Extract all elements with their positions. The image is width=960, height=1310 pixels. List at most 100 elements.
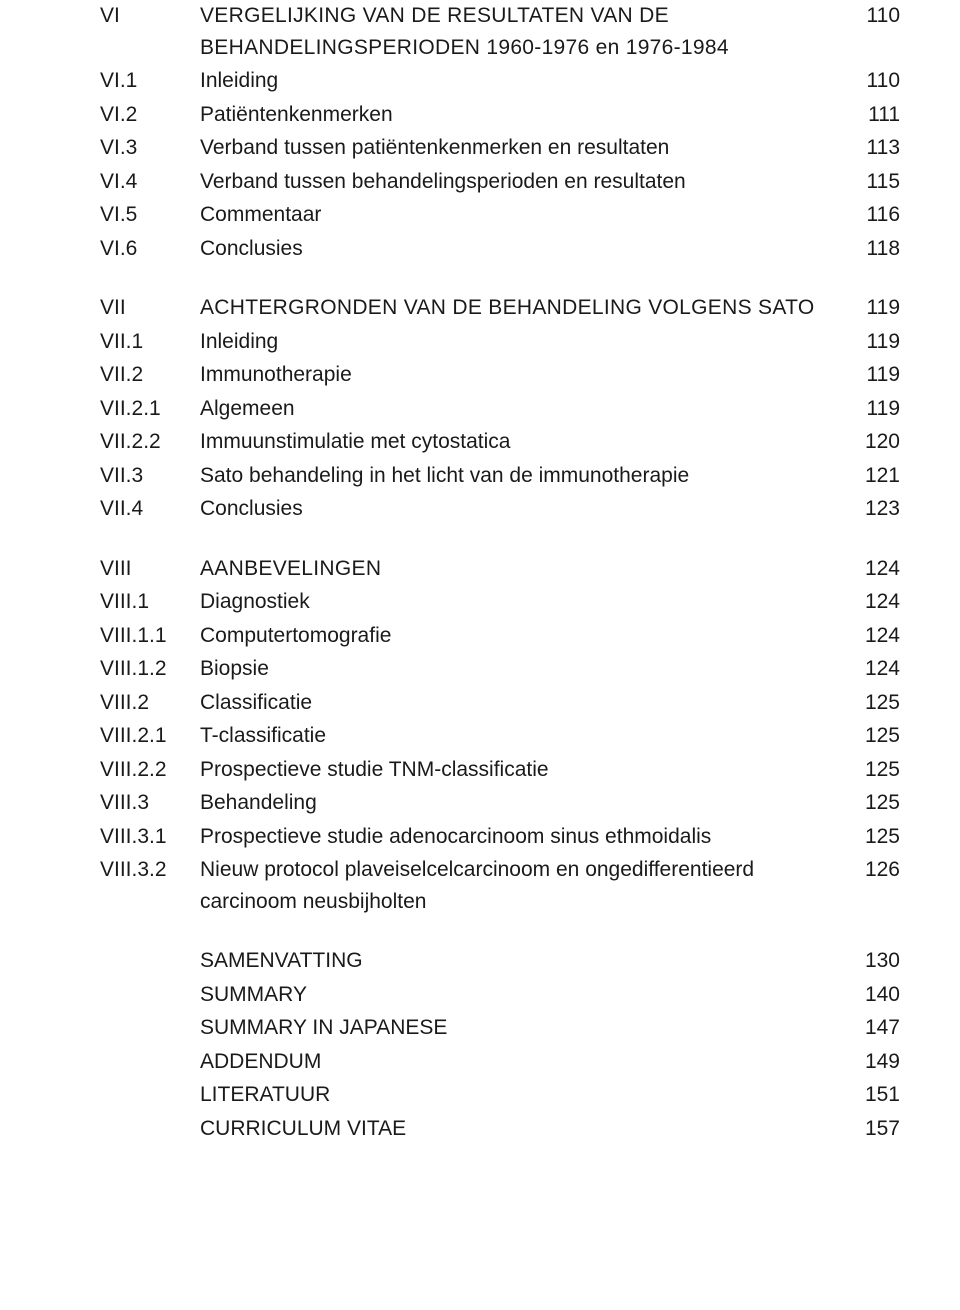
toc-row: SUMMARY140 [100,979,900,1011]
toc-number: VIII.3 [100,787,200,819]
toc-title: Commentaar [200,199,840,231]
toc-page: 140 [840,979,900,1011]
toc-page: 151 [840,1079,900,1111]
toc-row: VI.1Inleiding110 [100,65,900,97]
toc-row: VI.6Conclusies118 [100,233,900,265]
toc-title: Conclusies [200,233,840,265]
toc-page: 119 [840,292,900,324]
toc-page: 116 [840,199,900,231]
toc-title: Verband tussen behandelingsperioden en r… [200,166,840,198]
toc-page: 125 [840,687,900,719]
toc-row: VIII.2.1T-classificatie125 [100,720,900,752]
table-of-contents: VIVERGELIJKING VAN DE RESULTATEN VAN DE … [100,0,900,1146]
toc-title: Nieuw protocol plaveiselcelcarcinoom en … [200,854,840,917]
toc-title: SUMMARY IN JAPANESE [200,1012,840,1044]
toc-title: ACHTERGRONDEN VAN DE BEHANDELING VOLGENS… [200,292,840,324]
toc-page: 121 [840,460,900,492]
toc-row: VII.4Conclusies123 [100,493,900,525]
toc-number: VI.3 [100,132,200,164]
section-gap [100,919,900,945]
toc-row: VII.2.2Immuunstimulatie met cytostatica1… [100,426,900,458]
toc-title: Inleiding [200,326,840,358]
toc-row: VII.2Immunotherapie119 [100,359,900,391]
toc-row: VII.2.1Algemeen119 [100,393,900,425]
toc-row: CURRICULUM VITAE157 [100,1113,900,1145]
toc-page: 110 [840,65,900,97]
toc-page: 119 [840,326,900,358]
toc-number: VII.2.2 [100,426,200,458]
toc-title: Biopsie [200,653,840,685]
toc-row: VI.4Verband tussen behandelingsperioden … [100,166,900,198]
toc-page: 125 [840,787,900,819]
toc-row: VIIACHTERGRONDEN VAN DE BEHANDELING VOLG… [100,292,900,324]
toc-row: VII.1Inleiding119 [100,326,900,358]
toc-page: 147 [840,1012,900,1044]
toc-row: VIII.1.2Biopsie124 [100,653,900,685]
toc-row: VIII.2Classificatie125 [100,687,900,719]
toc-title: Prospectieve studie TNM-classificatie [200,754,840,786]
toc-row: LITERATUUR151 [100,1079,900,1111]
toc-page: 157 [840,1113,900,1145]
toc-number: VI.2 [100,99,200,131]
toc-title: Sato behandeling in het licht van de imm… [200,460,840,492]
toc-row: VIIIAANBEVELINGEN124 [100,553,900,585]
toc-title: VERGELIJKING VAN DE RESULTATEN VAN DE BE… [200,0,840,63]
toc-number: VIII.3.1 [100,821,200,853]
toc-row: VIII.3.2Nieuw protocol plaveiselcelcarci… [100,854,900,917]
toc-number: VIII.1.2 [100,653,200,685]
section-gap [100,266,900,292]
toc-row: VI.3Verband tussen patiëntenkenmerken en… [100,132,900,164]
toc-title: Immunotherapie [200,359,840,391]
toc-row: ADDENDUM149 [100,1046,900,1078]
toc-page: 113 [840,132,900,164]
toc-page: 124 [840,653,900,685]
toc-page: 118 [840,233,900,265]
toc-number: VI [100,0,200,32]
toc-title: CURRICULUM VITAE [200,1113,840,1145]
toc-row: VII.3Sato behandeling in het licht van d… [100,460,900,492]
toc-page: 125 [840,821,900,853]
toc-title: T-classificatie [200,720,840,752]
toc-page: 126 [840,854,900,886]
toc-number: VII.1 [100,326,200,358]
toc-row: VIII.2.2Prospectieve studie TNM-classifi… [100,754,900,786]
toc-title: Classificatie [200,687,840,719]
toc-page: 110 [840,0,900,32]
toc-title: SUMMARY [200,979,840,1011]
section-gap [100,527,900,553]
toc-page: 124 [840,553,900,585]
toc-title: ADDENDUM [200,1046,840,1078]
toc-row: VIII.3Behandeling125 [100,787,900,819]
toc-page: 124 [840,586,900,618]
toc-title: Prospectieve studie adenocarcinoom sinus… [200,821,840,853]
toc-number: VII [100,292,200,324]
toc-row: VI.2Patiëntenkenmerken111 [100,99,900,131]
toc-row: VI.5Commentaar116 [100,199,900,231]
toc-title: AANBEVELINGEN [200,553,840,585]
toc-number: VII.2 [100,359,200,391]
toc-number: VI.4 [100,166,200,198]
toc-number: VII.2.1 [100,393,200,425]
toc-title: Immuunstimulatie met cytostatica [200,426,840,458]
toc-page: 119 [840,359,900,391]
toc-page: 125 [840,720,900,752]
toc-page: 115 [840,166,900,198]
toc-title: Diagnostiek [200,586,840,618]
toc-title: Algemeen [200,393,840,425]
toc-row: VIII.1.1Computertomografie124 [100,620,900,652]
toc-title: Conclusies [200,493,840,525]
toc-number: VI.6 [100,233,200,265]
toc-number: VIII.1 [100,586,200,618]
toc-number: VIII.2.1 [100,720,200,752]
toc-page: 125 [840,754,900,786]
toc-page: 120 [840,426,900,458]
toc-number: VIII [100,553,200,585]
toc-number: VIII.1.1 [100,620,200,652]
toc-number: VIII.2 [100,687,200,719]
toc-page: 123 [840,493,900,525]
toc-number: VIII.3.2 [100,854,200,886]
toc-title: SAMENVATTING [200,945,840,977]
toc-row: SUMMARY IN JAPANESE147 [100,1012,900,1044]
toc-number: VII.3 [100,460,200,492]
toc-page: 124 [840,620,900,652]
